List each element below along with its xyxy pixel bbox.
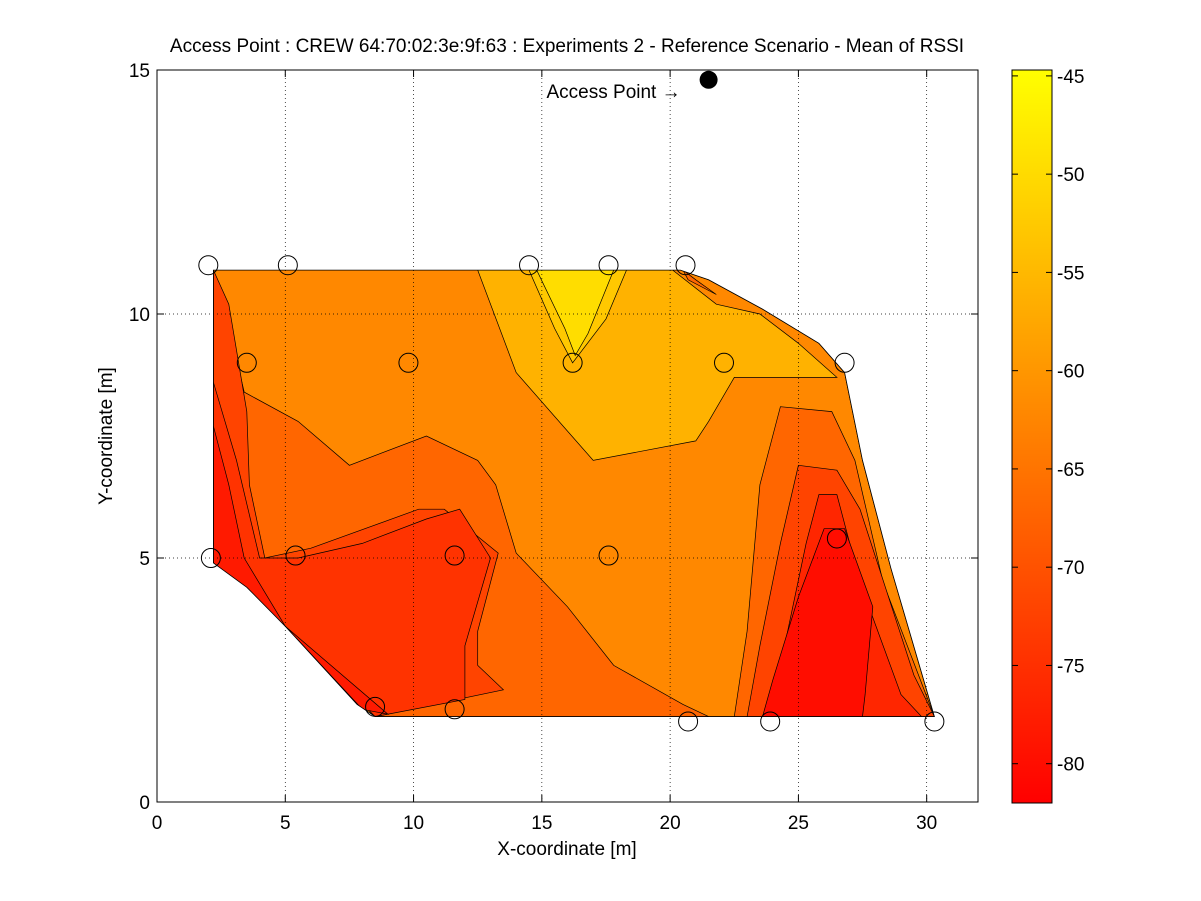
colorbar-tick-label: -70 [1057, 558, 1084, 579]
access-point-label: Access Point → [547, 82, 681, 103]
x-tick-label: 30 [916, 813, 937, 834]
contour-region-12 [762, 528, 874, 717]
plot-frame [156, 69, 979, 803]
y-axis-ticks: 0 5 10 15 [129, 61, 978, 814]
measurement-point [285, 545, 306, 566]
colorbar-tick-label: -75 [1057, 656, 1084, 677]
colorbar-tick-label: -65 [1057, 460, 1084, 481]
measurement-point [200, 548, 221, 568]
measurement-point [675, 255, 696, 276]
measurement-point [834, 352, 855, 373]
colorbar-tick-label: -60 [1057, 362, 1084, 383]
measurement-point [519, 255, 540, 276]
x-axis-label: X-coordinate [m] [497, 839, 636, 860]
contour-domain-outline [213, 269, 935, 717]
measurement-point [598, 255, 619, 276]
colorbar: -45 -50 -55 -60 -65 -70 -75 -80 [1011, 67, 1084, 804]
measurement-point [562, 352, 583, 373]
measurement-point [444, 699, 465, 720]
measurement-point [365, 696, 386, 717]
measurement-point [678, 711, 699, 732]
y-axis-label: Y-coordinate [m] [96, 367, 117, 505]
y-tick-label: 0 [139, 793, 150, 814]
contour-region-3 [536, 270, 615, 357]
x-tick-label: 0 [152, 813, 163, 834]
y-tick-label: 10 [129, 305, 150, 326]
access-point-marker [699, 70, 718, 89]
colorbar-tick-label: -45 [1057, 67, 1084, 88]
measurement-point [598, 545, 619, 566]
x-tick-label: 5 [280, 813, 291, 834]
colorbar-gradient [1011, 69, 1053, 804]
measurement-points [198, 255, 945, 732]
measurement-point [924, 711, 945, 732]
measurement-point [444, 545, 465, 566]
x-axis-ticks: 0 5 10 15 20 25 30 [152, 70, 937, 834]
measurement-point [826, 528, 847, 549]
measurement-point [277, 255, 298, 276]
x-tick-label: 10 [403, 813, 424, 834]
colorbar-tick-label: -80 [1057, 755, 1084, 776]
measurement-point [398, 352, 419, 373]
x-tick-label: 25 [788, 813, 809, 834]
colorbar-tick-label: -55 [1057, 263, 1084, 284]
contour-region-5 [682, 270, 717, 295]
y-tick-label: 5 [139, 549, 150, 570]
measurement-point [760, 711, 781, 732]
measurement-point [236, 352, 257, 373]
y-tick-label: 15 [129, 61, 150, 82]
contour-fill-layer [213, 270, 935, 717]
x-tick-label: 20 [660, 813, 681, 834]
colorbar-ticks: -45 -50 -55 -60 -65 -70 -75 -80 [1012, 67, 1084, 776]
colorbar-tick-label: -50 [1057, 165, 1084, 186]
x-tick-label: 15 [531, 813, 552, 834]
measurement-point [714, 352, 735, 373]
measurement-point [198, 255, 219, 276]
chart-title: Access Point : CREW 64:70:02:3e:9f:63 : … [170, 36, 964, 57]
